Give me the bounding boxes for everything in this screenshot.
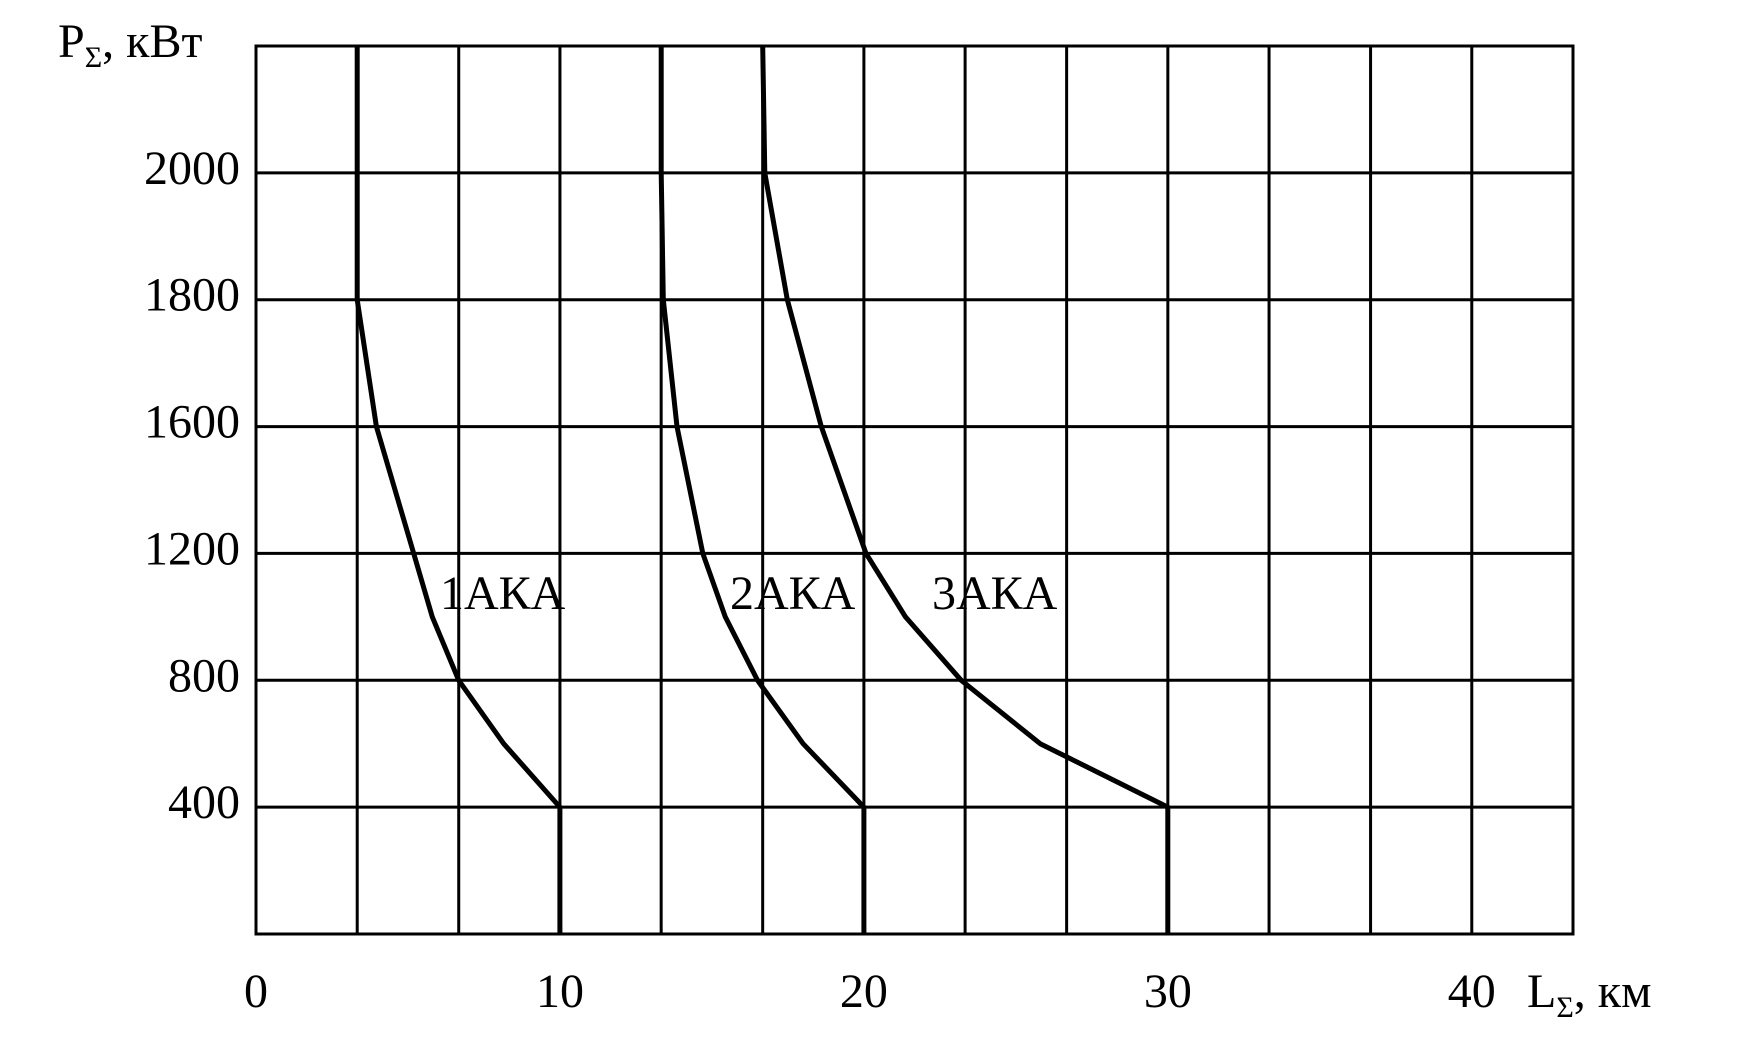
y-tick-label: 800	[168, 649, 240, 702]
y-label-sub: Σ	[85, 41, 102, 74]
curve	[354, 46, 563, 934]
y-label-rest: , кВт	[102, 15, 202, 68]
plot-frame	[254, 44, 1575, 936]
y-axis-label: PΣ, кВт	[58, 15, 203, 74]
series-label: 2АКА	[730, 567, 856, 620]
y-tick-label: 1600	[144, 396, 240, 449]
x-label-main: L	[1527, 965, 1556, 1018]
x-axis-label: LΣ, км	[1527, 965, 1652, 1024]
y-tick-label: 1200	[144, 522, 240, 575]
x-tick-label: 0	[244, 965, 268, 1018]
y-tick-label: 2000	[144, 142, 240, 195]
x-label-rest: , км	[1574, 965, 1652, 1018]
x-tick-label: 30	[1144, 965, 1192, 1018]
y-label-main: P	[58, 15, 85, 68]
y-tick-label: 1800	[144, 269, 240, 322]
x-tick-label: 10	[536, 965, 584, 1018]
x-label-sub: Σ	[1556, 991, 1573, 1024]
curve	[658, 46, 867, 934]
x-tick-label: 20	[840, 965, 888, 1018]
x-tick-label: 40	[1448, 965, 1496, 1018]
series-label: 3АКА	[932, 567, 1058, 620]
curve	[760, 45, 1171, 934]
series-label: 1АКА	[440, 567, 566, 620]
y-tick-label: 400	[168, 776, 240, 829]
